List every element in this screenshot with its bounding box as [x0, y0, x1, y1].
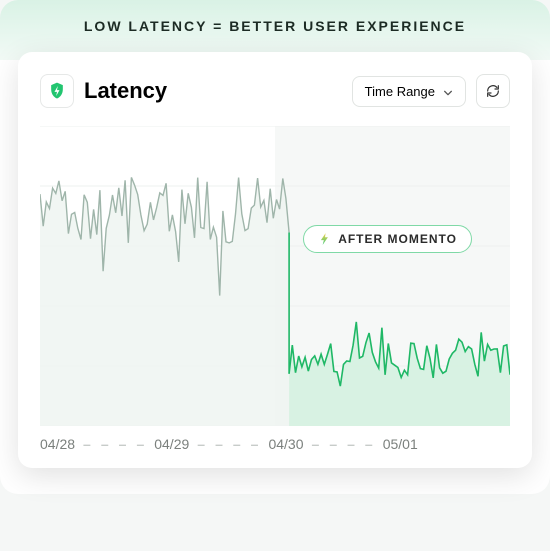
card-header: Latency Time Range [40, 74, 510, 108]
x-dash: – [101, 436, 111, 452]
x-tick: 04/28 [40, 436, 75, 452]
bolt-icon [318, 232, 332, 246]
card-title: Latency [84, 78, 342, 104]
x-tick: 04/29 [154, 436, 189, 452]
latency-chart: AFTER MOMENTO [40, 126, 510, 426]
after-momento-badge: AFTER MOMENTO [303, 225, 472, 253]
refresh-button[interactable] [476, 74, 510, 108]
outer-panel: LOW LATENCY = BETTER USER EXPERIENCE Lat… [0, 0, 550, 494]
time-range-select[interactable]: Time Range [352, 76, 466, 107]
x-dash: – [233, 436, 243, 452]
x-dash: – [312, 436, 322, 452]
time-range-label: Time Range [365, 84, 435, 99]
refresh-icon [485, 83, 501, 99]
shield-bolt-icon [40, 74, 74, 108]
latency-card: Latency Time Range AFTER MOME [18, 52, 532, 468]
x-dash: – [365, 436, 375, 452]
x-dash: – [136, 436, 146, 452]
x-dash: – [329, 436, 339, 452]
x-dash: – [119, 436, 129, 452]
x-tick: 05/01 [383, 436, 418, 452]
headline: LOW LATENCY = BETTER USER EXPERIENCE [18, 18, 532, 34]
x-dash: – [215, 436, 225, 452]
x-dash: – [197, 436, 207, 452]
chevron-down-icon [443, 86, 453, 96]
x-dash: – [347, 436, 357, 452]
x-tick: 04/30 [268, 436, 303, 452]
x-dash: – [83, 436, 93, 452]
badge-text: AFTER MOMENTO [338, 232, 457, 246]
x-axis: 04/28––––04/29––––04/30––––05/01 [40, 436, 510, 452]
x-dash: – [251, 436, 261, 452]
